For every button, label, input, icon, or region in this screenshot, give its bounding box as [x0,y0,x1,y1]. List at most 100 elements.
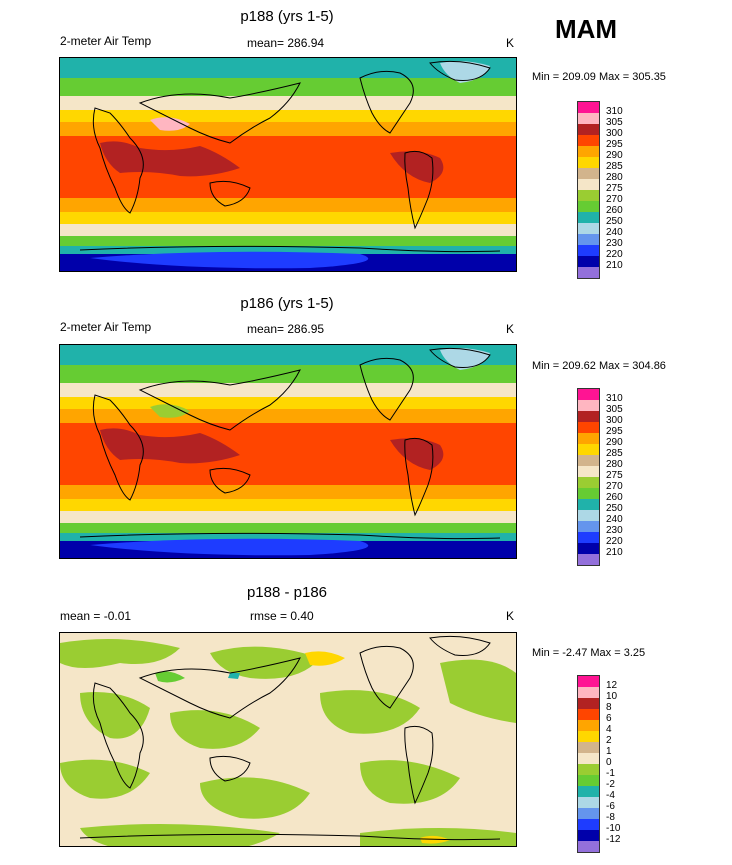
colorbar-swatch [578,499,599,510]
panel-3-mean-label: mean = -0.01 [60,609,132,623]
panel-2-legend: 310 305 300 295 290 285 280 275 270 260 250 240 230 2… [577,388,623,566]
colorbar-swatch [578,830,599,841]
panel-3-minmax: Min = -2.47 Max = 3.25 [532,647,646,659]
colorbar-label: 8 [606,702,612,713]
colorbar-label: 270 [606,194,623,205]
colorbar-swatch [578,731,599,742]
panel-2-map [59,344,517,559]
colorbar-label: 310 [606,106,623,117]
colorbar-swatch [578,400,599,411]
colorbar-label: 305 [606,404,623,415]
colorbar [577,101,600,279]
colorbar-swatch [578,157,599,168]
colorbar-label: 260 [606,205,623,216]
colorbar-swatch [578,245,599,256]
colorbar-label: 300 [606,128,623,139]
colorbar-swatch [578,223,599,234]
colorbar-swatch [578,676,599,687]
colorbar-label: 290 [606,150,623,161]
colorbar-label: -2 [606,779,615,790]
colorbar-label: 210 [606,260,623,271]
panel-3-title: p188 - p186 [246,584,328,601]
colorbar-label: 12 [606,680,618,691]
colorbar-swatch [578,267,599,278]
colorbar-label: 270 [606,481,623,492]
panel-2-variable-label: 2-meter Air Temp [60,320,152,334]
panel-1-map-svg [60,58,516,271]
colorbar-swatch [578,135,599,146]
panel-2-minmax: Min = 209.62 Max = 304.86 [532,360,666,372]
colorbar-label: 240 [606,514,623,525]
colorbar-swatch [578,168,599,179]
colorbar-label: 300 [606,415,623,426]
colorbar-label: 280 [606,459,623,470]
colorbar-swatch [578,179,599,190]
panel-1-title: p188 (yrs 1-5) [240,8,334,25]
colorbar-swatch [578,256,599,267]
colorbar-swatch [578,709,599,720]
colorbar-swatch [578,532,599,543]
colorbar-swatch [578,466,599,477]
panel-3-map [59,632,517,847]
colorbar-swatch [578,786,599,797]
panel-2-mean-label: mean= 286.95 [247,322,325,336]
colorbar-swatch [578,234,599,245]
colorbar-label: 285 [606,161,623,172]
colorbar-swatch [578,102,599,113]
colorbar-swatch [578,764,599,775]
panel-3-legend: 12 10 8 6 4 2 1 0 -1 -2 -4 -6 -8 -10 -12 [577,675,620,853]
colorbar-swatch [578,201,599,212]
colorbar [577,675,600,853]
colorbar-swatch [578,698,599,709]
colorbar-swatch [578,510,599,521]
colorbar-label: 220 [606,536,623,547]
colorbar-swatch [578,841,599,852]
colorbar-swatch [578,422,599,433]
colorbar-label: 230 [606,525,623,536]
colorbar-swatch [578,554,599,565]
colorbar-label: -4 [606,790,615,801]
colorbar-label: 295 [606,426,623,437]
colorbar-swatch [578,543,599,554]
colorbar-label: 210 [606,547,623,558]
colorbar-label: 285 [606,448,623,459]
colorbar-swatch [578,212,599,223]
colorbar-label: 240 [606,227,623,238]
colorbar-swatch [578,775,599,786]
colorbar-label: 6 [606,713,612,724]
colorbar-swatch [578,190,599,201]
colorbar-label: 220 [606,249,623,260]
colorbar-label: 4 [606,724,612,735]
colorbar-label: 275 [606,183,623,194]
colorbar-label: 275 [606,470,623,481]
colorbar-label: -6 [606,801,615,812]
colorbar-swatch [578,521,599,532]
colorbar-label: 1 [606,746,612,757]
colorbar-swatch [578,411,599,422]
colorbar-swatch [578,819,599,830]
colorbar-swatch [578,797,599,808]
colorbar-label: 10 [606,691,618,702]
colorbar-label: 260 [606,492,623,503]
colorbar-label: 280 [606,172,623,183]
colorbar-label: -10 [606,823,621,834]
colorbar-swatch [578,444,599,455]
panel-3-unit: K [506,609,515,623]
colorbar-label: 305 [606,117,623,128]
colorbar-swatch [578,146,599,157]
panel-1-map [59,57,517,272]
panel-2-title: p186 (yrs 1-5) [240,295,334,312]
colorbar-swatch [578,113,599,124]
colorbar-swatch [578,477,599,488]
colorbar-label: 250 [606,216,623,227]
colorbar-swatch [578,488,599,499]
panel-3-rmse-label: rmse = 0.40 [250,609,314,623]
colorbar-label: 2 [606,735,612,746]
season-label: MAM [555,14,618,44]
panel-1-minmax: Min = 209.09 Max = 305.35 [532,71,666,83]
colorbar-swatch [578,455,599,466]
panel-2-unit: K [506,322,515,336]
colorbar-swatch [578,753,599,764]
colorbar [577,388,600,566]
panel-1-unit: K [506,36,515,50]
